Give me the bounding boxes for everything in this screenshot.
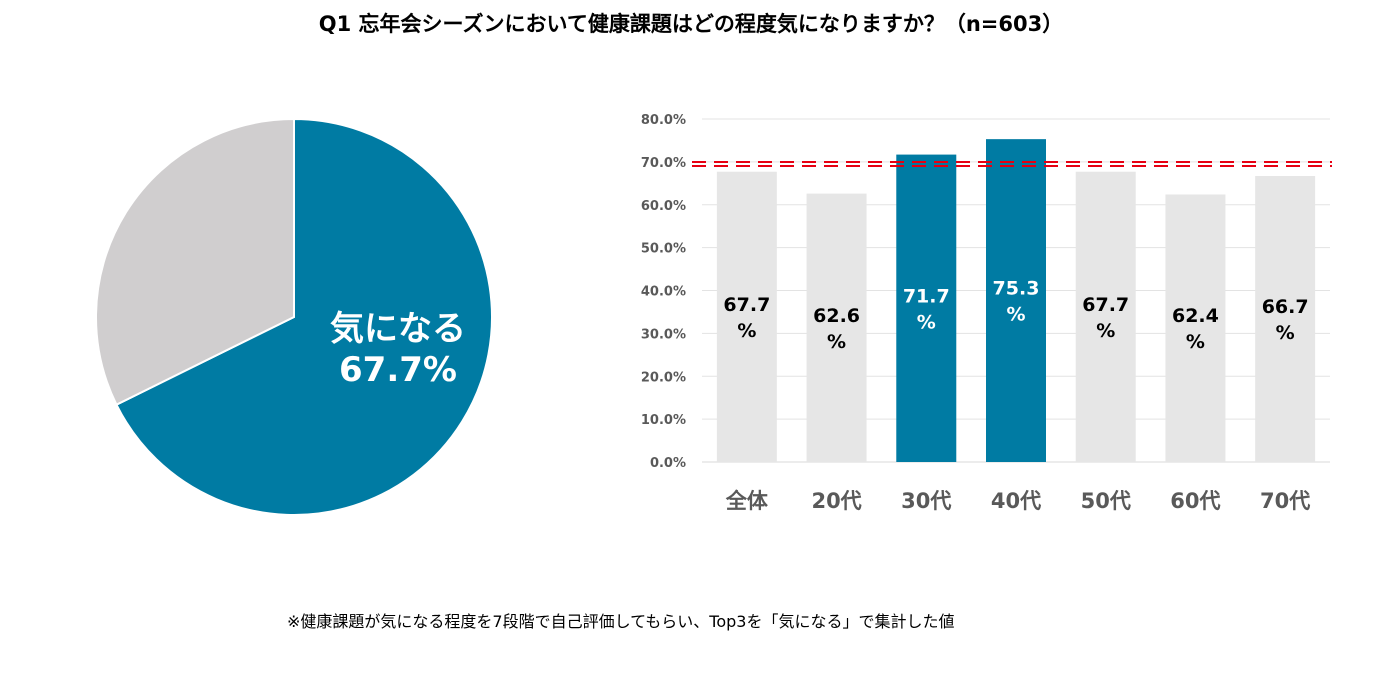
pie-slice [95,117,295,407]
x-tick-label: 50代 [1081,489,1131,513]
y-tick-label: 80.0% [641,113,686,128]
y-tick-label: 10.0% [641,413,686,428]
x-tick-label: 30代 [901,489,951,513]
bar-chart: 0.0% 10.0% 20.0% 30.0% 40.0% 50.0% 60.0% 70.0% 8… [641,113,1332,513]
data-label: % [1186,331,1205,353]
bar [806,193,867,463]
x-tick-label: 40代 [991,489,1041,513]
pie-label: 気になる [330,309,466,349]
data-label: % [1096,320,1115,342]
y-tick-label: 70.0% [641,156,686,171]
x-tick-label: 20代 [811,489,861,513]
data-label: 75.3 [993,278,1040,300]
y-tick-label: 40.0% [641,285,686,300]
data-label: 67.7 [723,294,770,316]
data-label: % [1276,322,1295,344]
data-label: % [1006,304,1025,326]
data-label: 66.7 [1262,296,1309,318]
bar [1075,171,1136,462]
data-label: % [827,331,846,353]
y-tick-label: 60.0% [641,199,686,214]
data-label: % [737,320,756,342]
x-tick-label: 60代 [1170,489,1220,513]
footnote: ※健康課題が気になる程度を7段階で自己評価してもらい、Top3を「気になる」で集… [287,612,955,631]
pie-value-label: 67.7% [339,350,457,390]
data-label: 62.4 [1172,305,1219,327]
data-label: % [917,311,936,333]
bar [896,154,957,462]
y-tick-label: 0.0% [650,456,686,471]
data-label: 62.6 [813,305,860,327]
data-label: 67.7 [1082,294,1129,316]
pie-slice [115,117,493,516]
bar [1165,194,1226,462]
bar [986,139,1046,462]
y-tick-label: 20.0% [641,370,686,385]
y-tick-label: 30.0% [641,327,686,342]
x-tick-label: 全体 [725,489,769,513]
chart-title: Q1 忘年会シーズンにおいて健康課題はどの程度気になりますか？（n=603） [318,12,1064,36]
bar [1255,176,1316,462]
data-label: 71.7 [903,285,950,307]
y-tick-label: 50.0% [641,242,686,257]
x-tick-label: 70代 [1260,489,1310,513]
bar [716,171,777,462]
